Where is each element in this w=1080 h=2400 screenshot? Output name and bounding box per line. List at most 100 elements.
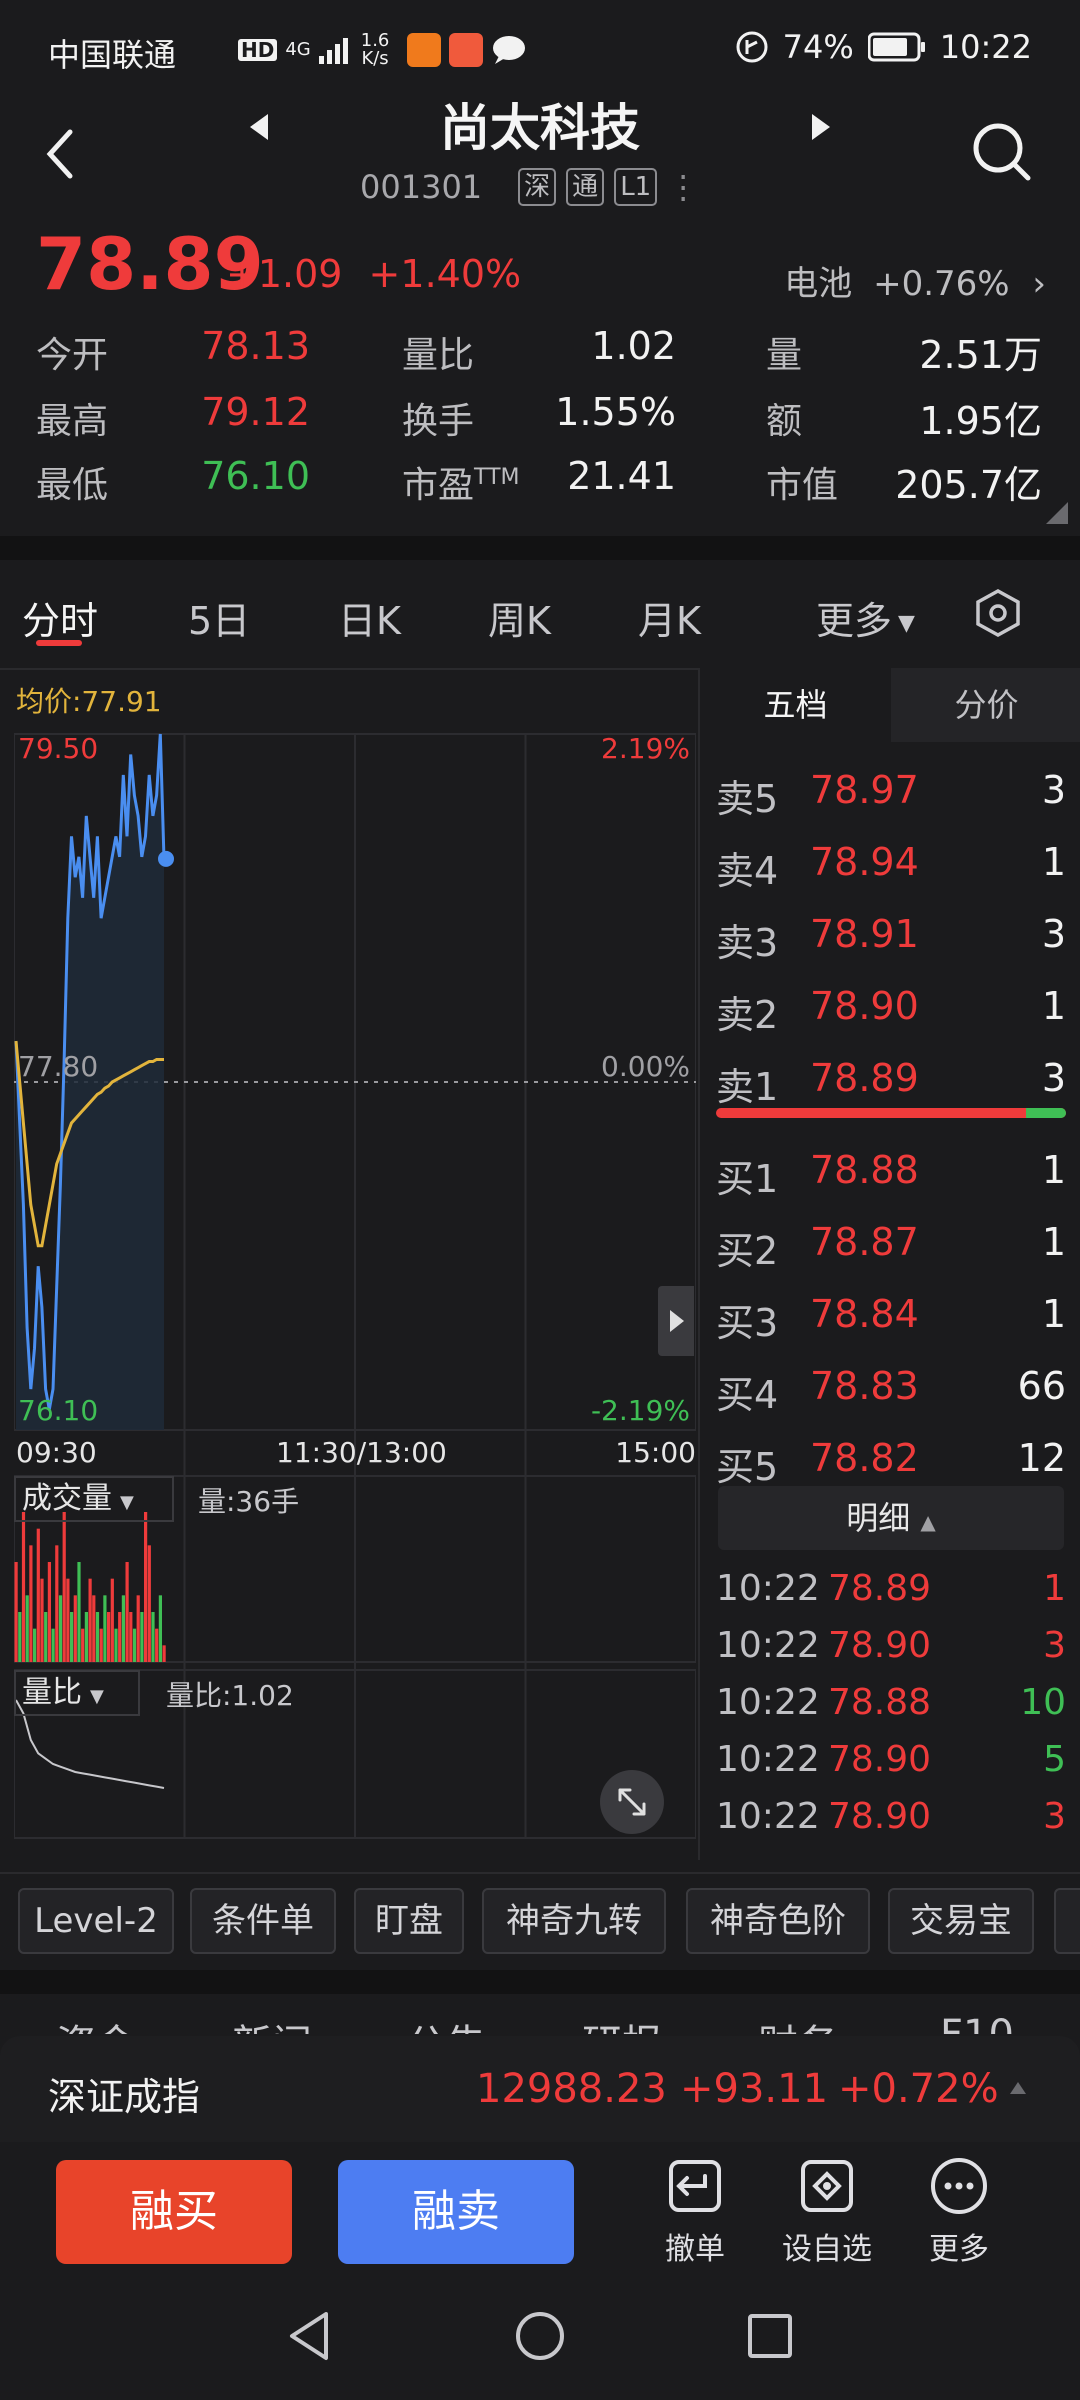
- volume-indicator-label: 成交量: [22, 1481, 112, 1516]
- volume-bar: [162, 1645, 166, 1662]
- chip-magic-color[interactable]: 神奇色阶: [686, 1888, 870, 1954]
- next-stock-icon[interactable]: [808, 112, 834, 142]
- settings-hexagon-icon[interactable]: [974, 588, 1022, 638]
- network-speed: 1.6 K/s: [361, 32, 390, 68]
- tab-five-levels[interactable]: 五档: [700, 668, 891, 742]
- ask-row[interactable]: 卖4 78.94 1: [716, 830, 1066, 902]
- tab-funds[interactable]: 资金: [56, 2012, 136, 2034]
- tab-more[interactable]: 更多 ▼: [816, 590, 915, 645]
- detail-toggle[interactable]: 明细 ▲: [718, 1486, 1064, 1550]
- volume-bar: [44, 1612, 48, 1662]
- stat-value: 1.55%: [555, 390, 676, 434]
- buy-sell-ratio-bar: [716, 1108, 1066, 1118]
- tab-daily-k[interactable]: 日K: [338, 599, 401, 643]
- cancel-order-action[interactable]: 撤单: [640, 2156, 750, 2268]
- chip-level2[interactable]: Level-2: [18, 1888, 174, 1954]
- chip-conditional-order[interactable]: 条件单: [190, 1888, 336, 1954]
- volume-bar: [29, 1545, 33, 1662]
- avg-price-label: 均价:77.91: [16, 685, 162, 718]
- volume-bar: [51, 1628, 55, 1662]
- tab-news[interactable]: 新闻: [232, 2012, 312, 2034]
- ask-row[interactable]: 卖1 78.89 3: [716, 1046, 1066, 1118]
- stat-value: 76.10: [201, 454, 310, 498]
- stat-label: 量比: [402, 326, 474, 378]
- volume-bar: [125, 1562, 129, 1662]
- tab-finance[interactable]: 财务: [758, 2012, 838, 2034]
- stat-label: 今开: [36, 326, 108, 378]
- bid-label: 买2: [716, 1229, 779, 1273]
- tab-5day[interactable]: 5日: [188, 599, 251, 643]
- add-watchlist-action[interactable]: 设自选: [772, 2156, 882, 2268]
- section-divider: [0, 536, 1080, 560]
- bid-row[interactable]: 买3 78.84 1: [716, 1282, 1066, 1354]
- margin-sell-button[interactable]: 融卖: [338, 2160, 574, 2264]
- battery-percent: 74%: [782, 28, 854, 66]
- y-axis-top: 79.50: [18, 732, 99, 765]
- expand-panel-button[interactable]: [658, 1286, 694, 1356]
- data-saver-icon: [736, 31, 768, 63]
- expand-corner-icon[interactable]: [1046, 502, 1068, 524]
- tick-time: 10:22: [716, 1568, 820, 1609]
- index-ticker[interactable]: 深证成指 12988.23 +93.11 +0.72%: [0, 2036, 1080, 2142]
- fullscreen-button[interactable]: [600, 1770, 664, 1834]
- previous-stock-icon[interactable]: [246, 112, 272, 142]
- bid-row[interactable]: 买4 78.83 66: [716, 1354, 1066, 1426]
- chip-magic-nine[interactable]: 神奇九转: [482, 1888, 666, 1954]
- tick-volume: 5: [1043, 1739, 1066, 1780]
- sector-change-pct: +0.76%: [873, 264, 1010, 304]
- order-book-tabs: 五档 分价: [700, 668, 1080, 742]
- margin-buy-button[interactable]: 融买: [56, 2160, 292, 2264]
- ratio-indicator-selector[interactable]: 量比 ▼: [14, 1670, 140, 1716]
- tab-intraday[interactable]: 分时: [22, 599, 99, 643]
- tab-weekly-k[interactable]: 周K: [488, 599, 551, 643]
- sector-change[interactable]: 电池 +0.76% ›: [784, 256, 1046, 305]
- bid-price: 78.88: [810, 1148, 919, 1192]
- nav-back-icon[interactable]: [282, 2308, 338, 2364]
- ask-label: 卖4: [716, 849, 779, 893]
- volume-bar: [103, 1595, 107, 1662]
- volume-bar: [88, 1578, 92, 1662]
- volume-bar: [136, 1595, 140, 1662]
- chip-trade-treasure[interactable]: 交易宝: [888, 1888, 1034, 1954]
- intraday-chart[interactable]: 均价:77.91 79.50 2.19% 77.80 0.00% 76.10 -…: [13, 668, 697, 1860]
- caret-down-icon: ▼: [90, 1686, 104, 1707]
- ask-price: 78.89: [810, 1056, 919, 1100]
- caret-up-icon: [1010, 2082, 1026, 2094]
- stat-label: 市盈TTM: [402, 456, 520, 508]
- ask-row[interactable]: 卖5 78.97 3: [716, 758, 1066, 830]
- bid-row[interactable]: 买5 78.82 12: [716, 1426, 1066, 1498]
- tab-announcements[interactable]: 公告: [406, 2012, 486, 2034]
- volume-indicator-selector[interactable]: 成交量 ▼: [14, 1476, 174, 1522]
- back-arrow-icon[interactable]: [40, 126, 80, 182]
- bid-row[interactable]: 买2 78.87 1: [716, 1210, 1066, 1282]
- x-axis-start: 09:30: [16, 1436, 97, 1469]
- more-action[interactable]: 更多: [904, 2156, 1014, 2268]
- tab-research[interactable]: 研报: [582, 2012, 662, 2034]
- stat-label-text: 量: [766, 335, 803, 376]
- chip-watch[interactable]: 盯盘: [354, 1888, 464, 1954]
- bid-label: 买1: [716, 1157, 779, 1201]
- tab-price-distribution[interactable]: 分价: [891, 668, 1080, 742]
- nav-home-icon[interactable]: [512, 2308, 568, 2364]
- volume-bar: [36, 1528, 40, 1662]
- stat-label: 市值: [766, 456, 838, 508]
- stat-label-text: 额: [766, 401, 803, 442]
- search-icon[interactable]: [970, 120, 1034, 184]
- stat-value: 1.95亿: [919, 399, 1042, 443]
- tab-f10[interactable]: F10: [940, 2012, 1014, 2034]
- chip-overflow[interactable]: [1054, 1888, 1080, 1954]
- network-speed-value: 1.6: [360, 30, 390, 51]
- volume-bar: [118, 1612, 122, 1662]
- bid-volume: 1: [1041, 1148, 1066, 1192]
- more-dots-icon[interactable]: ⋮: [667, 168, 700, 206]
- ask-row[interactable]: 卖2 78.90 1: [716, 974, 1066, 1046]
- bid-row[interactable]: 买1 78.88 1: [716, 1138, 1066, 1210]
- volume-bar: [40, 1578, 44, 1662]
- bid-volume: 1: [1041, 1220, 1066, 1264]
- tab-monthly-k[interactable]: 月K: [638, 599, 701, 643]
- chart-tabs: 分时 5日 日K 周K 月K 更多 ▼: [0, 560, 1080, 670]
- nav-recents-icon[interactable]: [742, 2308, 798, 2364]
- carrier-label: 中国联通: [48, 36, 177, 74]
- pct-axis-mid: 0.00%: [601, 1050, 690, 1083]
- ask-row[interactable]: 卖3 78.91 3: [716, 902, 1066, 974]
